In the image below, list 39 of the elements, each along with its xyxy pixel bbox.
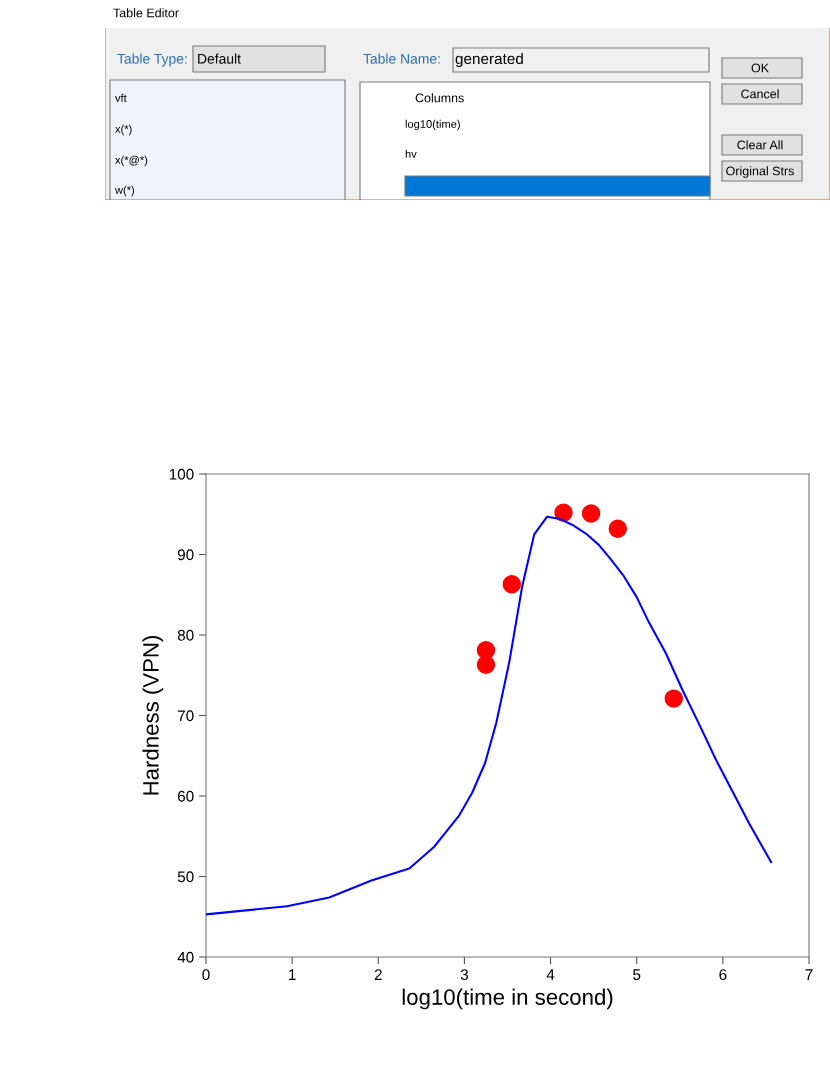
- text: Cancel: [741, 89, 779, 99]
- text: Clear All: [737, 140, 783, 150]
- text: OK: [751, 63, 769, 73]
- point: [476, 655, 496, 674]
- y-tick-label: 80: [177, 629, 194, 641]
- point: [581, 504, 601, 523]
- point: [554, 503, 573, 522]
- text: x(*): [115, 124, 132, 136]
- text: x(*@*): [115, 155, 148, 167]
- point: [664, 689, 683, 708]
- x-tick-label: 4: [546, 969, 555, 980]
- text: Columns: [415, 93, 464, 103]
- y-tick-label: 70: [177, 710, 194, 722]
- point: [608, 519, 627, 538]
- x-tick-label: 1: [289, 969, 296, 980]
- text: Table Type:: [117, 53, 187, 67]
- x-tick-label: 2: [374, 969, 382, 980]
- text: w(*): [114, 185, 135, 197]
- text: generated: [455, 52, 523, 68]
- text: log10(time): [405, 119, 460, 131]
- text: vft: [115, 93, 127, 102]
- y-tick-label: 60: [177, 790, 194, 802]
- x-tick-label: 5: [633, 969, 641, 981]
- text: Table Name:: [363, 53, 440, 64]
- x-tick-label: 3: [460, 969, 469, 981]
- y-tick-label: 40: [177, 951, 194, 963]
- y-tick-label: 90: [177, 549, 194, 561]
- y-axis-title: Hardness (VPN): [142, 635, 164, 795]
- text: Table Editor: [113, 8, 179, 18]
- x-axis-title: log10(time in second): [402, 988, 613, 1010]
- text: hv: [405, 149, 417, 158]
- point: [502, 575, 522, 594]
- x-tick-label: 7: [805, 969, 813, 980]
- y-tick-label: 50: [177, 871, 194, 883]
- text: Default: [198, 53, 241, 64]
- x-tick-label: 0: [202, 969, 210, 981]
- text: Original Strs: [726, 166, 794, 178]
- x-tick-label: 6: [719, 969, 727, 981]
- y-tick-label: 100: [169, 468, 194, 480]
